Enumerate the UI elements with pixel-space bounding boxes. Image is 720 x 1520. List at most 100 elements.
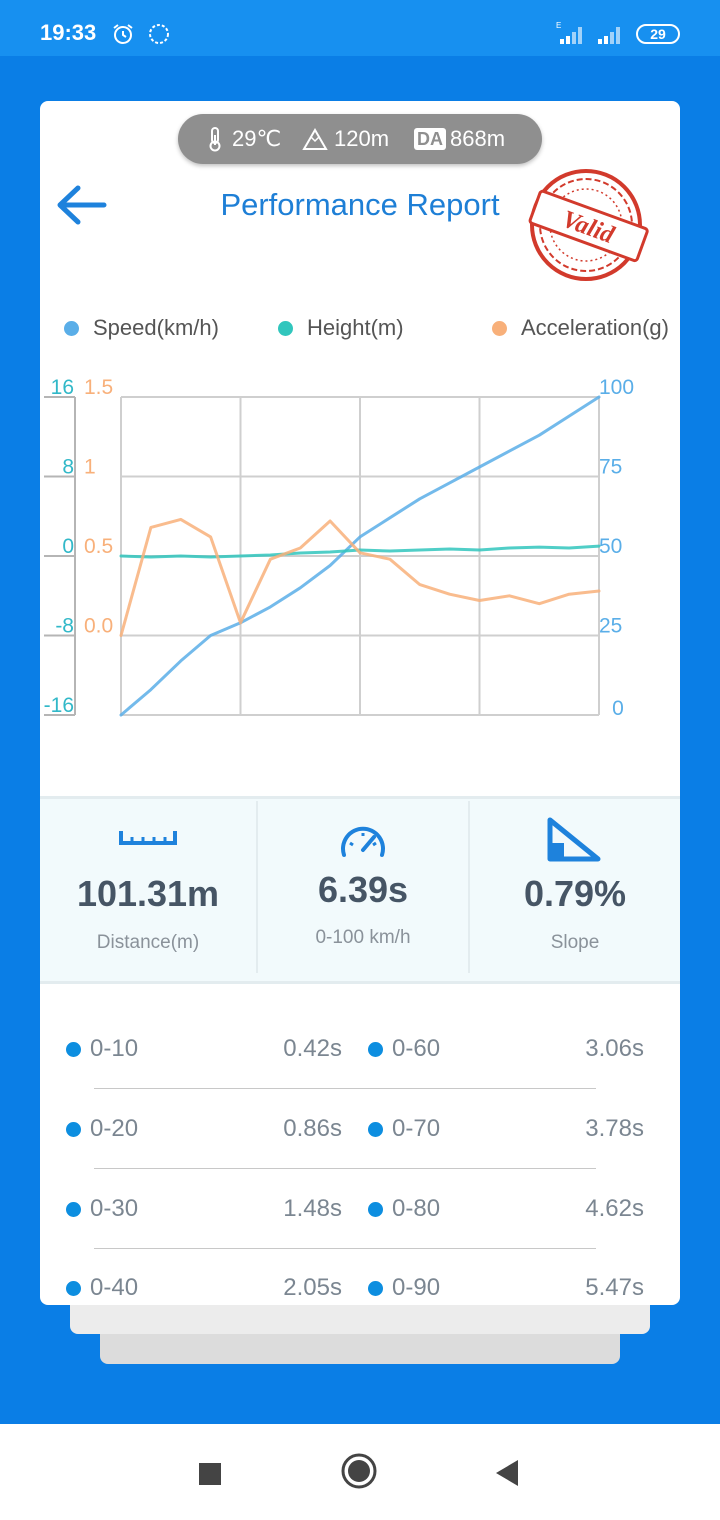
stats-divider bbox=[256, 801, 258, 973]
tick-label-acceleration: 1 bbox=[84, 456, 96, 479]
row-divider bbox=[94, 1088, 596, 1089]
slope-value: 0.79% bbox=[523, 873, 627, 914]
tick-label-height: 0 bbox=[62, 535, 74, 558]
split-label-text: 0-20 bbox=[90, 1115, 139, 1142]
split-label: 0-70 bbox=[368, 1115, 440, 1143]
stats-panel: 101.31m Distance(m) 6.39s 0-100 km/h 0.7… bbox=[40, 796, 680, 984]
split-value: 3.78s bbox=[585, 1115, 644, 1142]
tick-label-speed: 75 bbox=[599, 456, 622, 479]
stat-distance: 101.31m Distance(m) bbox=[40, 799, 256, 975]
stat-slope: 0.79% Slope bbox=[470, 799, 680, 975]
series-line-height bbox=[119, 544, 601, 559]
legend-speed: Speed(km/h) bbox=[64, 315, 219, 341]
series-line-speed bbox=[119, 395, 601, 717]
split-label: 0-10 bbox=[66, 1035, 138, 1063]
split-bullet bbox=[368, 1041, 383, 1057]
tick-label-height: -8 bbox=[55, 615, 74, 638]
status-bar: 19:33 E 29 bbox=[0, 0, 720, 56]
split-label-text: 0-80 bbox=[392, 1195, 441, 1222]
speedometer-icon bbox=[341, 826, 385, 857]
signal-icon: E bbox=[556, 22, 582, 44]
zero-to-hundred-label: 0-100 km/h bbox=[315, 927, 411, 948]
battery-indicator: 29 bbox=[636, 24, 680, 44]
conditions-pill: 29℃ 120m DA 868m bbox=[178, 114, 542, 164]
row-divider bbox=[94, 1248, 596, 1249]
split-label-text: 0-30 bbox=[90, 1195, 139, 1222]
valid-stamp: Valid bbox=[528, 169, 649, 281]
app-notification-icon bbox=[149, 24, 169, 44]
chart-grid bbox=[120, 396, 600, 716]
split-label: 0-30 bbox=[66, 1195, 138, 1223]
legend-acceleration: Acceleration(g) bbox=[492, 315, 669, 341]
split-bullet bbox=[66, 1041, 81, 1057]
legend-speed-label: Speed(km/h) bbox=[93, 315, 219, 340]
mountain-icon bbox=[302, 128, 328, 150]
tick-label-speed: 100 bbox=[599, 376, 634, 399]
signal-icon-2 bbox=[598, 27, 620, 44]
split-bullet bbox=[368, 1280, 383, 1296]
split-label: 0-90 bbox=[368, 1274, 440, 1302]
tick-label-acceleration: 1.5 bbox=[84, 376, 113, 399]
system-nav-bar bbox=[0, 1424, 720, 1520]
performance-report-card: 29℃ 120m DA 868m Performance Report Vali… bbox=[40, 101, 680, 1305]
split-value: 5.47s bbox=[585, 1274, 644, 1301]
tick-label-speed: 25 bbox=[599, 615, 622, 638]
chart-axes: 16 8 0 -8 -16 1.5 1 0.5 0.0 100 75 50 25 0 bbox=[44, 376, 634, 720]
row-divider bbox=[94, 1168, 596, 1169]
split-label-text: 0-60 bbox=[392, 1035, 441, 1062]
split-label: 0-60 bbox=[368, 1035, 440, 1063]
split-value: 0.86s bbox=[283, 1115, 342, 1142]
split-value: 3.06s bbox=[585, 1035, 644, 1062]
page-title: Performance Report bbox=[220, 187, 500, 222]
split-bullet bbox=[66, 1280, 81, 1296]
slope-icon bbox=[547, 817, 601, 862]
split-label-text: 0-10 bbox=[90, 1035, 139, 1062]
split-label: 0-40 bbox=[66, 1274, 138, 1302]
stat-zero-to-hundred: 6.39s 0-100 km/h bbox=[258, 799, 468, 975]
legend-height-dot bbox=[278, 320, 293, 336]
series-line-acceleration bbox=[119, 517, 601, 637]
legend-height-label: Height(m) bbox=[307, 315, 404, 340]
split-bullet bbox=[66, 1201, 81, 1217]
legend-speed-dot bbox=[64, 320, 79, 336]
recent-apps-button[interactable] bbox=[199, 1463, 221, 1485]
split-bullet bbox=[368, 1201, 383, 1217]
split-label-text: 0-70 bbox=[392, 1115, 441, 1142]
split-value: 2.05s bbox=[283, 1274, 342, 1301]
split-value: 0.42s bbox=[283, 1035, 342, 1062]
nav-back-button[interactable] bbox=[494, 1458, 520, 1488]
split-label-text: 0-40 bbox=[90, 1274, 139, 1301]
altitude-value: 120m bbox=[334, 126, 390, 151]
split-value: 4.62s bbox=[585, 1195, 644, 1222]
temperature-value: 29℃ bbox=[232, 126, 282, 151]
home-button[interactable] bbox=[341, 1453, 377, 1489]
split-label: 0-80 bbox=[368, 1195, 440, 1223]
split-value: 1.48s bbox=[283, 1195, 342, 1222]
distance-value: 101.31m bbox=[76, 873, 220, 914]
tick-label-speed: 50 bbox=[599, 535, 622, 558]
tick-label-acceleration: 0.5 bbox=[84, 535, 113, 558]
alarm-icon bbox=[113, 24, 133, 44]
back-arrow-button[interactable] bbox=[54, 183, 108, 227]
svg-text:E: E bbox=[556, 22, 561, 30]
split-label: 0-20 bbox=[66, 1115, 138, 1143]
legend-acceleration-label: Acceleration(g) bbox=[521, 315, 669, 340]
chart-lines bbox=[119, 395, 601, 717]
tick-label-speed: 0 bbox=[612, 697, 624, 720]
card-stack-middle bbox=[70, 1300, 650, 1334]
ruler-icon bbox=[119, 831, 177, 845]
tick-label-height: -16 bbox=[44, 694, 74, 717]
legend-height: Height(m) bbox=[278, 315, 404, 341]
stats-divider bbox=[468, 801, 470, 973]
split-bullet bbox=[368, 1121, 383, 1137]
density-altitude-value: 868m bbox=[450, 126, 506, 151]
zero-to-hundred-value: 6.39s bbox=[317, 869, 409, 910]
thermometer-icon bbox=[209, 127, 221, 152]
slope-label: Slope bbox=[550, 932, 600, 953]
split-bullet bbox=[66, 1121, 81, 1137]
tick-label-acceleration: 0.0 bbox=[84, 615, 113, 638]
status-time: 19:33 bbox=[40, 20, 97, 45]
tick-label-height: 16 bbox=[51, 376, 74, 399]
performance-chart: 16 8 0 -8 -16 1.5 1 0.5 0.0 100 75 50 25 0 bbox=[44, 376, 634, 720]
density-altitude-badge: DA bbox=[414, 128, 446, 150]
